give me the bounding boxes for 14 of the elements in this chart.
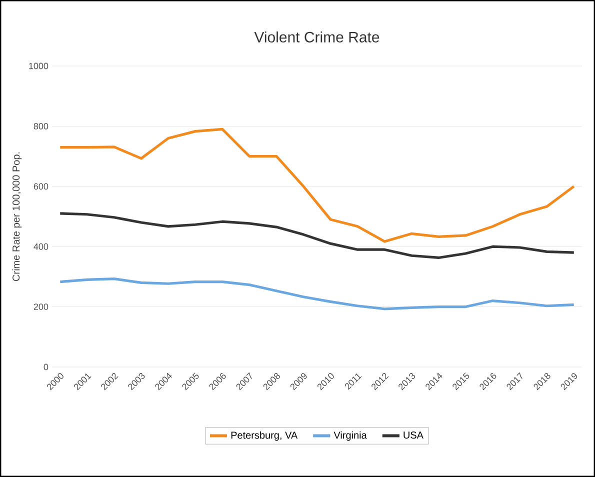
legend-label: Virginia xyxy=(334,431,367,441)
y-axis-title: Crime Rate per 100,000 Pop. xyxy=(12,152,22,282)
y-tick-label: 0 xyxy=(44,364,48,370)
line-series xyxy=(58,212,576,260)
y-tick-label: 200 xyxy=(34,304,48,310)
y-tick-label: 400 xyxy=(34,243,48,250)
line-series xyxy=(58,277,576,310)
line-series xyxy=(58,128,576,243)
y-tick-label: 600 xyxy=(34,183,48,190)
legend-label: Petersburg, VA xyxy=(231,431,298,441)
chart-title: Violent Crime Rate xyxy=(254,31,380,42)
y-tick-label: 800 xyxy=(34,123,48,130)
legend-label: USA xyxy=(404,432,424,439)
y-tick-label: 1000 xyxy=(29,62,48,70)
